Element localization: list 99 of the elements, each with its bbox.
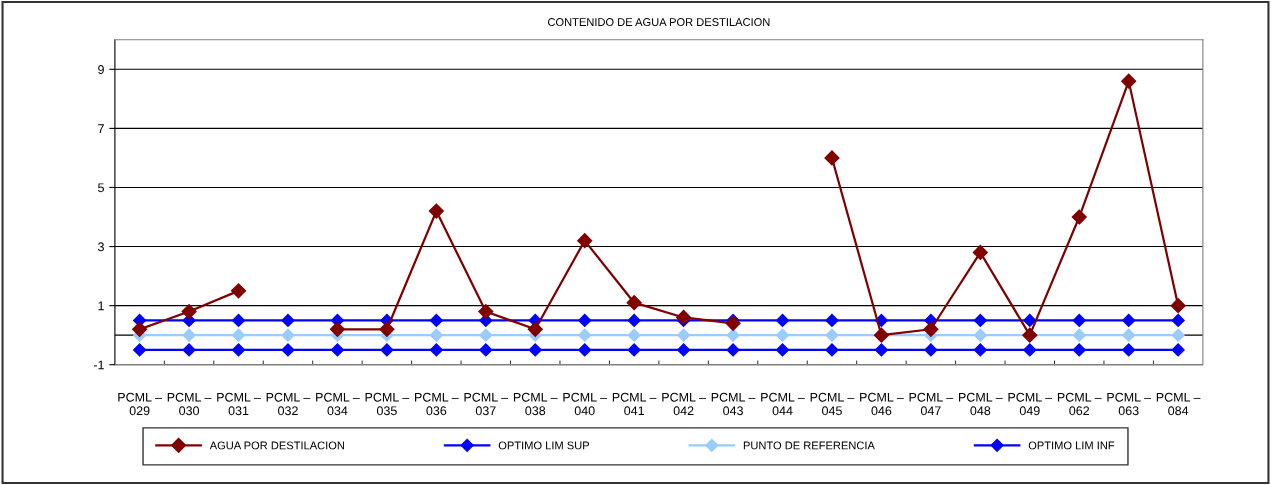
- point: [479, 328, 493, 342]
- point: [429, 328, 443, 342]
- y-tick-label: 1: [98, 301, 104, 311]
- point: [577, 233, 593, 249]
- point: [182, 328, 196, 342]
- point: [429, 313, 443, 327]
- x-tick-label: PCML – 029: [118, 392, 162, 416]
- x-tick-label: PCML – 036: [415, 392, 459, 416]
- point: [1171, 328, 1185, 342]
- y-tick-label: -1: [93, 360, 104, 370]
- point: [479, 343, 493, 357]
- point: [330, 343, 345, 357]
- point: [775, 343, 790, 357]
- point: [230, 283, 247, 299]
- point: [677, 328, 691, 342]
- x-tick-label: PCML – 032: [266, 392, 311, 416]
- x-tick-label: PCML – 048: [959, 392, 1003, 416]
- x-tick-label: PCML – 044: [761, 392, 805, 416]
- point: [1171, 343, 1185, 357]
- point: [973, 313, 987, 327]
- point: [824, 150, 840, 166]
- point: [627, 313, 641, 327]
- legend-label: OPTIMO LIM INF: [1028, 441, 1115, 450]
- point: [1170, 298, 1186, 314]
- point: [1072, 328, 1086, 342]
- point: [578, 328, 592, 342]
- point: [133, 343, 147, 357]
- point: [478, 303, 494, 320]
- x-tick-label: PCML – 038: [513, 392, 558, 416]
- point: [775, 328, 790, 342]
- point: [329, 321, 346, 337]
- point: [1072, 313, 1086, 327]
- point: [825, 313, 839, 327]
- point: [281, 313, 295, 327]
- x-tick-label: PCML – 034: [316, 392, 360, 416]
- point: [1122, 313, 1136, 327]
- point: [182, 343, 196, 357]
- point: [825, 343, 839, 357]
- point: [825, 328, 839, 342]
- chart-title: CONTENIDO DE AGUA POR DESTILACION: [548, 18, 770, 26]
- point: [1171, 313, 1185, 327]
- point: [973, 328, 987, 342]
- x-tick-label: PCML – 045: [810, 392, 855, 416]
- point: [775, 313, 790, 327]
- point: [627, 343, 641, 357]
- point: [1071, 209, 1087, 225]
- point: [924, 343, 938, 357]
- point: [726, 328, 740, 342]
- x-tick-label: PCML – 046: [860, 392, 904, 416]
- y-tick-label: 9: [98, 65, 104, 74]
- point: [181, 303, 197, 320]
- point: [972, 244, 988, 261]
- legend-label: PUNTO DE REFERENCIA: [743, 441, 875, 450]
- x-tick-label: PCML – 047: [909, 392, 954, 416]
- point: [429, 343, 443, 357]
- y-tick-label: 7: [98, 124, 104, 133]
- point: [231, 313, 246, 327]
- point: [281, 328, 295, 342]
- point: [379, 321, 395, 337]
- point: [527, 321, 543, 337]
- point: [1122, 343, 1136, 357]
- point: [973, 343, 987, 357]
- point: [231, 328, 246, 342]
- x-tick-label: PCML – 037: [464, 392, 509, 416]
- x-tick-label: PCML – 084: [1156, 392, 1201, 416]
- legend-label: AGUA POR DESTILACION: [209, 441, 345, 450]
- point: [1072, 343, 1086, 357]
- x-tick-label: PCML – 040: [563, 392, 608, 416]
- point: [726, 343, 740, 357]
- point: [1023, 313, 1037, 327]
- point: [626, 295, 642, 311]
- legend-label: OPTIMO LIM SUP: [498, 441, 590, 450]
- point: [923, 321, 939, 337]
- y-tick-label: 5: [98, 183, 104, 193]
- point: [428, 203, 444, 219]
- x-tick-label: PCML – 049: [1008, 392, 1053, 416]
- point: [578, 343, 592, 357]
- point: [677, 343, 691, 357]
- point: [676, 309, 692, 326]
- x-tick-label: PCML – 042: [662, 392, 706, 416]
- x-tick-label: PCML – 043: [711, 392, 756, 416]
- point: [380, 343, 394, 357]
- point: [132, 321, 148, 337]
- x-tick-label: PCML – 035: [365, 392, 410, 416]
- point: [627, 328, 641, 342]
- point: [874, 343, 889, 357]
- point: [1122, 328, 1136, 342]
- point: [578, 313, 592, 327]
- point: [231, 343, 246, 357]
- x-tick-label: PCML – 041: [612, 392, 657, 416]
- point: [281, 343, 295, 357]
- x-tick-label: PCML – 030: [167, 392, 212, 416]
- x-tick-label: PCML – 031: [217, 392, 261, 416]
- point: [1023, 343, 1037, 357]
- x-tick-label: PCML – 062: [1057, 392, 1102, 416]
- y-tick-label: 3: [98, 242, 104, 252]
- point: [528, 343, 542, 357]
- point: [1121, 73, 1137, 89]
- x-tick-label: PCML – 063: [1107, 392, 1152, 416]
